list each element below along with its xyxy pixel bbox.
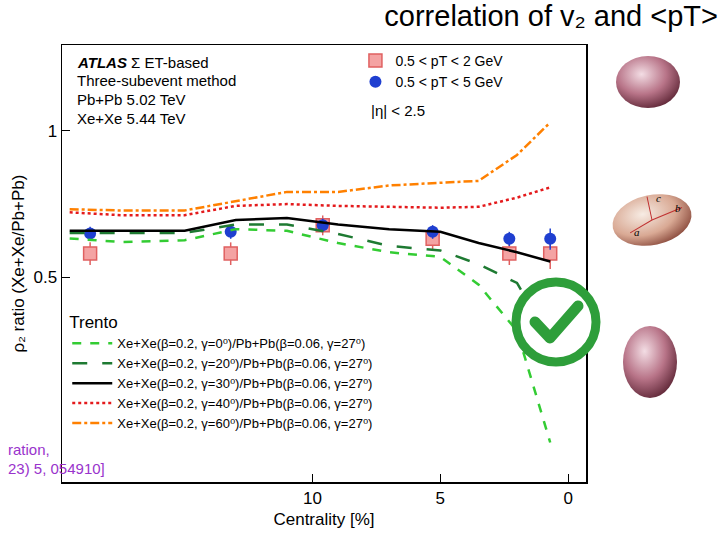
svg-text:0.5: 0.5 bbox=[33, 268, 57, 287]
svg-text:Xe+Xe(β=0.2, γ=20⁰)/Pb+Pb(β=0.: Xe+Xe(β=0.2, γ=20⁰)/Pb+Pb(β=0.06, γ=27⁰) bbox=[117, 356, 372, 371]
svg-text:ρ₂ ratio (Xe+Xe/Pb+Pb): ρ₂ ratio (Xe+Xe/Pb+Pb) bbox=[9, 175, 28, 353]
svg-text:1: 1 bbox=[48, 122, 57, 141]
svg-text:0: 0 bbox=[563, 489, 572, 508]
svg-text:Three-subevent method: Three-subevent method bbox=[77, 72, 236, 89]
svg-text:10: 10 bbox=[303, 489, 322, 508]
svg-text:a: a bbox=[634, 226, 640, 238]
svg-text:5: 5 bbox=[436, 489, 445, 508]
svg-text:0.5 < pT < 5 GeV: 0.5 < pT < 5 GeV bbox=[395, 74, 503, 90]
svg-text:b: b bbox=[675, 202, 681, 214]
svg-text:Trento: Trento bbox=[69, 313, 118, 332]
svg-text:Pb+Pb 5.02 TeV: Pb+Pb 5.02 TeV bbox=[77, 91, 186, 108]
svg-text:c: c bbox=[656, 192, 661, 204]
svg-text:ration,: ration, bbox=[8, 441, 50, 458]
html-text:correlation of v₂ and <pT>: correlation of v₂ and <pT> bbox=[384, 0, 718, 32]
svg-text:Centrality [%]: Centrality [%] bbox=[273, 510, 374, 529]
svg-text:Xe+Xe(β=0.2, γ=0⁰)/Pb+Pb(β=0.0: Xe+Xe(β=0.2, γ=0⁰)/Pb+Pb(β=0.06, γ=27⁰) bbox=[117, 336, 365, 351]
svg-text:Xe+Xe 5.44 TeV: Xe+Xe 5.44 TeV bbox=[77, 110, 186, 127]
svg-text:Xe+Xe(β=0.2, γ=60⁰)/Pb+Pb(β=0.: Xe+Xe(β=0.2, γ=60⁰)/Pb+Pb(β=0.06, γ=27⁰) bbox=[117, 416, 372, 431]
svg-text:|η| < 2.5: |η| < 2.5 bbox=[371, 102, 425, 119]
svg-text:0.5 < pT < 2 GeV: 0.5 < pT < 2 GeV bbox=[395, 53, 503, 69]
svg-text:Xe+Xe(β=0.2, γ=30⁰)/Pb+Pb(β=0.: Xe+Xe(β=0.2, γ=30⁰)/Pb+Pb(β=0.06, γ=27⁰) bbox=[117, 376, 372, 391]
svg-text:ATLAS Σ ET-based: ATLAS Σ ET-based bbox=[77, 54, 209, 71]
svg-text:Xe+Xe(β=0.2, γ=40⁰)/Pb+Pb(β=0.: Xe+Xe(β=0.2, γ=40⁰)/Pb+Pb(β=0.06, γ=27⁰) bbox=[117, 396, 372, 411]
svg-text:23) 5, 054910]: 23) 5, 054910] bbox=[8, 460, 105, 477]
